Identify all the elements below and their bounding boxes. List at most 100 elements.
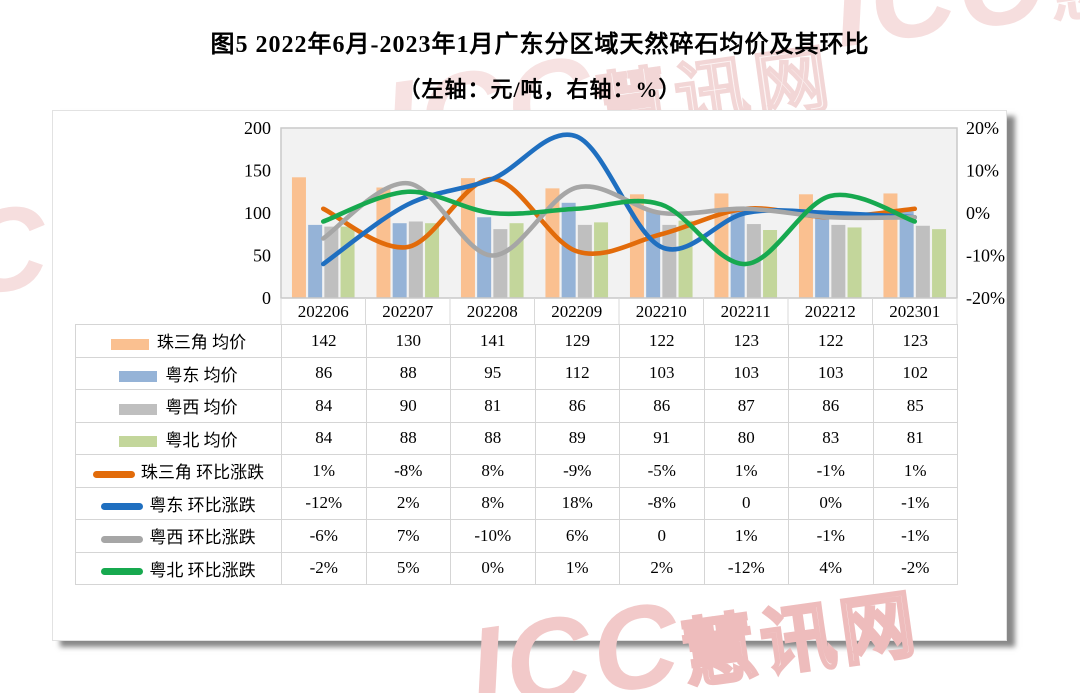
bar [477, 217, 492, 298]
series-label: 粤东 环比涨跌 [149, 495, 256, 515]
bar [324, 226, 339, 298]
value-cell: -1% [788, 519, 874, 553]
value-cell: 0 [703, 486, 789, 520]
series-label-cell: 珠三角 环比涨跌 [75, 454, 282, 488]
table-row: 粤北 均价 84 88 88 89 91 80 83 81 [75, 421, 958, 455]
value-cell: 1% [703, 454, 789, 488]
value-cell: -1% [872, 519, 958, 553]
right-axis-tick: -20% [966, 288, 1005, 308]
value-cell: 8% [450, 454, 536, 488]
value-cell: -2% [872, 551, 958, 585]
table-row: 珠三角 均价 142 130 141 129 122 123 122 123 [75, 324, 958, 358]
bar [425, 223, 440, 298]
value-cell: 86 [788, 389, 874, 423]
trend-line [320, 189, 918, 267]
value-cell: -6% [281, 519, 367, 553]
x-axis-label: 202209 [551, 302, 602, 321]
table-row: 粤西 均价 84 90 81 86 86 87 86 85 [75, 389, 958, 423]
trend-line [320, 132, 918, 267]
value-cell: 86 [534, 389, 620, 423]
bar [408, 221, 423, 298]
bar [594, 222, 609, 298]
value-cell: 103 [619, 356, 705, 390]
chart-data-table: 珠三角 均价 142 130 141 129 122 123 122 123 粤东 均价 86 88 9… [75, 324, 958, 585]
bar [763, 230, 778, 298]
value-cell: 7% [365, 519, 451, 553]
price-chart: 200 150 100 50 0 20% 10% 0% -10% -20% 202206 202207… [244, 118, 1005, 324]
table-row: 粤北 环比涨跌 -2% 5% 0% 1% 2% -12% 4% -2% [75, 551, 958, 585]
right-axis-tick: 20% [966, 118, 999, 138]
value-cell: 1% [872, 454, 958, 488]
value-cell: 122 [788, 324, 874, 358]
x-axis-label: 202210 [636, 302, 687, 321]
bar [815, 210, 830, 298]
value-cell: 141 [450, 324, 536, 358]
series-label-cell: 珠三角 均价 [75, 324, 282, 358]
bar [662, 224, 677, 298]
value-cell: 80 [703, 421, 789, 455]
line-swatch-icon [92, 470, 135, 478]
bar [545, 188, 560, 298]
bar-swatch-icon [110, 338, 149, 350]
bar [340, 226, 355, 298]
series-label-cell: 粤北 均价 [75, 421, 282, 455]
series-label-cell: 粤北 环比涨跌 [75, 551, 282, 585]
chart-subtitle: （左轴：元/吨，右轴：%） [398, 77, 682, 102]
right-axis-tick: 10% [966, 161, 999, 181]
value-cell: 103 [703, 356, 789, 390]
value-cell: 0% [788, 486, 874, 520]
value-cell: -9% [534, 454, 620, 488]
bar [678, 220, 693, 298]
value-cell: 123 [703, 324, 789, 358]
series-label-cell: 粤西 环比涨跌 [75, 519, 282, 553]
right-axis-tick: -10% [966, 246, 1005, 266]
left-axis-tick: 150 [244, 161, 271, 181]
table-row: 粤东 环比涨跌 -12% 2% 8% 18% -8% 0 0% -1% [75, 486, 958, 520]
value-cell: 81 [872, 421, 958, 455]
trend-line [320, 180, 918, 258]
bar [577, 224, 592, 298]
value-cell: 2% [619, 551, 705, 585]
value-cell: 1% [534, 551, 620, 585]
bar [509, 223, 524, 298]
value-cell: 88 [450, 421, 536, 455]
bar [730, 210, 745, 298]
table-row: 珠三角 环比涨跌 1% -8% 8% -9% -5% 1% -1% 1% [75, 454, 958, 488]
left-axis-tick: 0 [262, 288, 271, 308]
value-cell: 130 [365, 324, 451, 358]
x-axis-label: 202207 [382, 302, 434, 321]
series-label: 珠三角 均价 [156, 333, 247, 353]
value-cell: 89 [534, 421, 620, 455]
x-axis-label: 202206 [298, 302, 349, 321]
line-swatch-icon [101, 503, 144, 511]
value-cell: 88 [365, 356, 451, 390]
bar-swatch-icon [119, 403, 158, 415]
value-cell: 123 [872, 324, 958, 358]
bar [714, 193, 729, 298]
right-axis-tick: 0% [966, 203, 990, 223]
x-axis-label: 202212 [805, 302, 856, 321]
value-cell: -12% [703, 551, 789, 585]
bar [561, 202, 576, 298]
value-cell: 84 [281, 421, 367, 455]
value-cell: 90 [365, 389, 451, 423]
value-cell: 6% [534, 519, 620, 553]
value-cell: 103 [788, 356, 874, 390]
left-axis-tick: 100 [244, 203, 271, 223]
value-cell: 18% [534, 486, 620, 520]
value-cell: 1% [703, 519, 789, 553]
bar-swatch-icon [119, 436, 158, 448]
series-label: 粤东 均价 [165, 365, 238, 385]
bar-swatch-icon [119, 371, 158, 383]
line-swatch-icon [101, 568, 144, 576]
value-cell: -12% [281, 486, 367, 520]
value-cell: 86 [281, 356, 367, 390]
series-label-cell: 粤西 均价 [75, 389, 282, 423]
chart-panel: 200 150 100 50 0 20% 10% 0% -10% -20% 202206 202207… [52, 110, 1007, 641]
value-cell: -2% [281, 551, 367, 585]
value-cell: 102 [872, 356, 958, 390]
line-swatch-icon [101, 535, 144, 543]
bar [899, 211, 914, 298]
series-label: 粤北 均价 [165, 430, 238, 450]
value-cell: 112 [534, 356, 620, 390]
